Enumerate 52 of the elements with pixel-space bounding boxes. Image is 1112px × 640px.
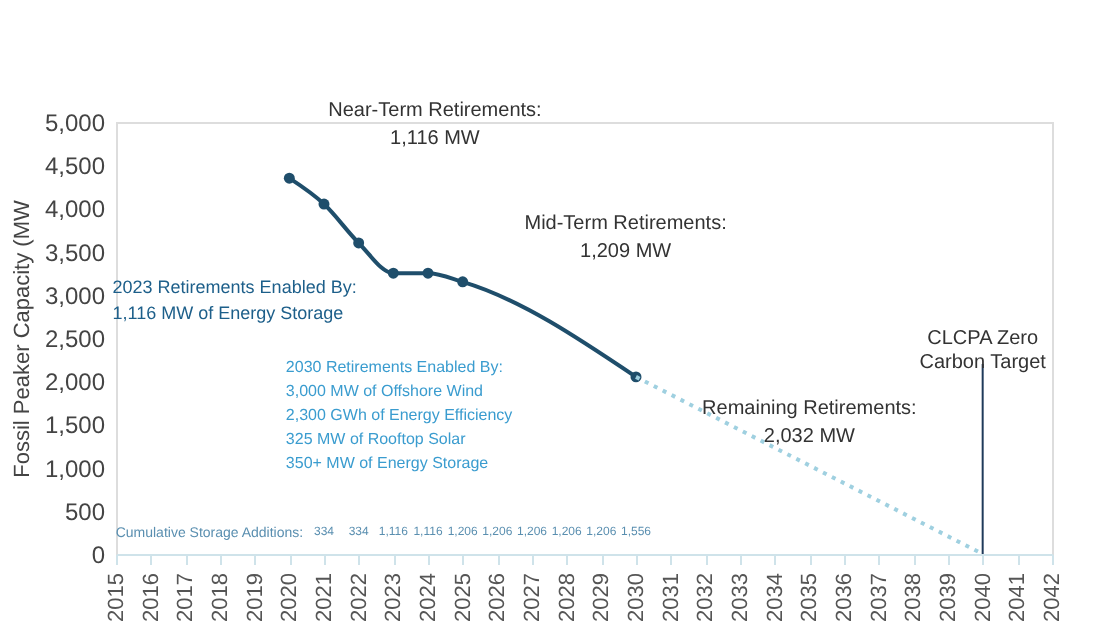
y-tick-label: 1,000: [44, 454, 106, 483]
x-tick-label: 2036: [833, 573, 857, 622]
x-tick-label: 2034: [763, 573, 788, 622]
ref-line-label: CLCPA Zero Carbon Target: [919, 327, 1047, 374]
x-tick-label: 2023: [382, 573, 407, 622]
y-tick-label: 2,500: [44, 325, 106, 353]
annotation: Remaining Retirements: 2,032 MW: [702, 398, 917, 449]
x-tick-label: 2039: [937, 573, 961, 622]
x-tick-label: 2024: [417, 573, 441, 622]
x-tick-label: 2042: [1041, 573, 1065, 622]
y-tick-label: 1,500: [44, 411, 106, 440]
annotation: Near-Term Retirements: 1,116 MW: [328, 100, 542, 151]
point: [318, 198, 330, 210]
annotation: Mid-Term Retirements: 1,209 MW: [524, 212, 727, 263]
x-tick-label: 2027: [521, 573, 545, 622]
x-tick-label: 2025: [451, 573, 476, 622]
y-tick-label: 3,500: [44, 238, 106, 267]
x-tick-label: 2037: [867, 573, 892, 622]
x-tick-label: 2016: [139, 573, 164, 622]
y-tick-label: 4,000: [44, 195, 106, 224]
point: [353, 237, 365, 249]
y-tick-label: 3,000: [44, 281, 106, 310]
x-tick-label: 2022: [347, 573, 372, 622]
x-tick-label: 2031: [659, 573, 684, 622]
y-tick-label: 0: [91, 541, 106, 569]
y-tick-label: 2,000: [44, 368, 106, 397]
annotation: 2030 Retirements Enabled By: 3,000 MW of Offshore Wind 2,300 GWh of Energy Efficiency 325 MW of Rooftop Solar 350+ MW of Energy Storage: [285, 357, 513, 472]
x-tick-label: 2033: [729, 573, 753, 622]
y-axis-title: Fossil Peaker Capacity (MW: [10, 199, 35, 478]
x-tick-label: 2018: [209, 573, 233, 622]
point: [457, 276, 469, 288]
x-tick-label: 2029: [590, 573, 615, 622]
x-tick-label: 2032: [694, 573, 719, 622]
point: [283, 172, 295, 184]
x-tick-label: 2028: [555, 573, 580, 622]
x-tick-label: 2015: [105, 573, 129, 622]
y-tick-label: 500: [64, 497, 106, 526]
y-tick-label: 5,000: [44, 109, 106, 137]
x-tick-label: 2026: [486, 573, 511, 622]
x-tick-label: 2035: [798, 573, 823, 622]
y-tick-label: 4,500: [44, 152, 106, 181]
x-tick-label: 2041: [1006, 573, 1031, 622]
x-tick-label: 2038: [902, 573, 927, 622]
x-tick-label: 2030: [625, 573, 649, 622]
x-tick-label: 2019: [243, 573, 268, 622]
x-tick-label: 2017: [174, 573, 199, 622]
x-tick-label: 2040: [971, 573, 996, 622]
point: [422, 267, 434, 279]
annotation: 2023 Retirements Enabled By: 1,116 MW of Energy Storage: [112, 277, 357, 324]
x-tick-label: 2020: [278, 573, 303, 622]
point: [387, 267, 399, 279]
x-tick-label: 2021: [313, 573, 337, 622]
